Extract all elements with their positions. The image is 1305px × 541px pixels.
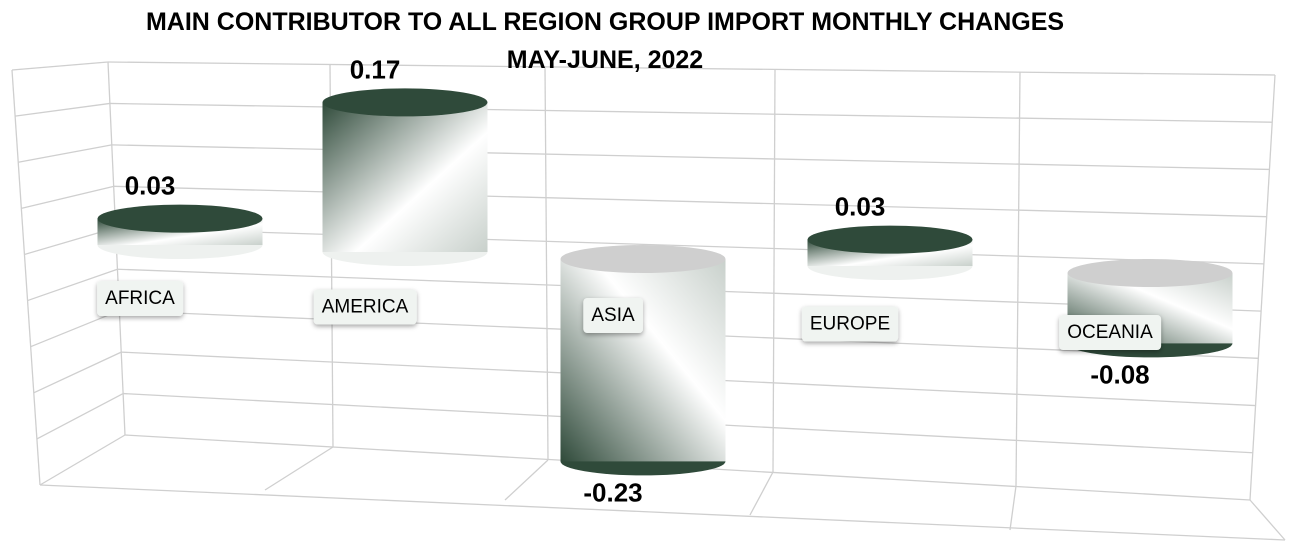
category-label: EUROPE (810, 314, 890, 335)
bar (560, 259, 726, 462)
grid-line (18, 144, 112, 163)
category-label: AMERICA (322, 297, 409, 318)
cylinder-top (1067, 259, 1233, 287)
cylinder (97, 204, 263, 259)
value-label: 0.17 (350, 54, 401, 84)
chart-title: MAIN CONTRIBUTOR TO ALL REGION GROUP IMP… (146, 8, 1064, 36)
value-label: 0.03 (125, 171, 176, 201)
cylinder-top (807, 225, 973, 254)
cylinder-top (97, 204, 263, 233)
grid-line (30, 310, 120, 348)
label-box (801, 306, 899, 342)
grid (11, 61, 1286, 541)
label-box (1059, 315, 1162, 350)
grid-line (113, 185, 1267, 218)
grid-line (115, 227, 1264, 265)
value-label: 0.03 (835, 192, 886, 222)
cylinder-top (322, 88, 488, 117)
category-label-box (583, 298, 643, 333)
category-label: ASIA (591, 305, 635, 326)
grid-line (111, 144, 1270, 171)
grid-line (21, 185, 114, 209)
category-label: OCEANIA (1067, 322, 1153, 343)
cylinder (1067, 259, 1233, 358)
grid-line (15, 102, 110, 117)
value-label: -0.23 (583, 477, 642, 507)
category-label: AFRICA (105, 288, 175, 309)
bar (322, 102, 488, 253)
label-box (313, 289, 417, 325)
category-label-box (97, 281, 184, 316)
category-label-box (313, 289, 417, 325)
cylinder (322, 88, 488, 266)
label-box (583, 298, 643, 333)
category-label-box (801, 306, 899, 342)
grid-line (33, 351, 122, 394)
category-label-box (1059, 315, 1162, 350)
grid-line (109, 102, 1273, 123)
value-label: -0.08 (1090, 359, 1149, 389)
label-box (97, 281, 184, 316)
cylinder (560, 245, 726, 476)
chart-subtitle: MAY-JUNE, 2022 (507, 46, 703, 74)
grid-line (27, 268, 118, 302)
grid-line (36, 392, 124, 440)
cylinder-top (560, 245, 726, 273)
cylinder (807, 225, 973, 280)
